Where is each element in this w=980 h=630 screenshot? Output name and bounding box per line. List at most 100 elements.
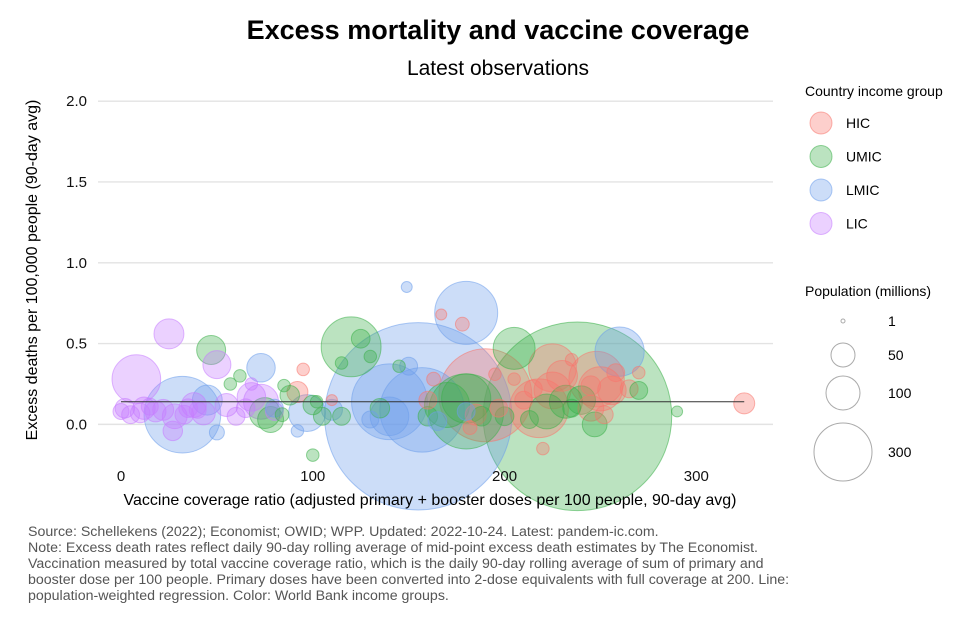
legend-swatch-lic [809,212,833,235]
data-point-hic [454,316,470,332]
x-axis-title: Vaccine coverage ratio (adjusted primary… [124,492,737,509]
data-point-umic [562,398,582,418]
data-point-umic [223,377,238,391]
data-point-hic [619,379,639,399]
data-point-hic [523,379,543,399]
data-point-hic [580,375,602,396]
data-point-umic [581,411,608,438]
legend-swatch-hic [809,111,833,135]
data-point-hic [464,403,487,426]
legend-label-lic: LIC [846,216,868,232]
data-point-lic [121,405,141,425]
x-tick-label: 0 [117,468,125,485]
data-point-lic [162,420,184,442]
data-point-lmic [399,356,419,376]
chart-caption: Source: Schellekens (2022); Economist; O… [28,524,963,604]
data-point-umic [392,359,406,373]
data-point-umic [629,381,649,400]
data-point-lic [236,382,267,412]
data-point-umic [277,378,291,393]
caption-note-line: Vaccination measured by total vaccine co… [28,556,764,572]
data-point-umic [417,406,439,427]
size-legend-circle [830,342,856,368]
data-point-lic [178,398,198,419]
size-legend-label: 1 [888,313,896,329]
color-legend: HIC UMIC LMIC LIC [809,111,882,235]
data-point-hic [597,375,627,406]
legend-swatch-lmic [809,178,833,202]
data-point-umic [196,335,227,366]
data-point-hic [325,394,338,407]
data-point-umic [441,373,492,424]
data-point-lmic [400,281,413,293]
data-point-lic [129,402,151,424]
data-point-lmic [369,396,410,437]
size-legend-label: 300 [888,444,912,460]
x-tick-label: 300 [684,468,709,485]
data-point-lmic [290,424,305,438]
data-point-lic [202,350,232,380]
data-point-umic [350,328,371,349]
chart-subtitle: Latest observations [407,57,589,80]
data-point-hic [546,359,578,392]
data-point-hic [418,390,438,410]
data-point-lic [111,354,162,404]
size-legend-label: 100 [888,385,912,401]
data-point-hic [286,381,309,404]
size-legend-circle [813,422,873,482]
color-legend-title: Country income group [805,83,943,99]
data-point-lic [112,402,130,420]
chart-title: Excess mortality and vaccine coverage [247,15,750,45]
data-point-lic [188,400,207,419]
size-legend: 1 50 100 300 [813,313,912,482]
data-point-umic [233,369,247,383]
data-point-umic [274,407,290,423]
size-legend-label: 50 [888,347,904,363]
data-point-hic [426,371,441,387]
size-legend-circle [825,375,861,411]
data-point-lic [140,397,159,416]
data-point-lmic [427,411,448,431]
data-point-lic [214,392,239,417]
data-point-umic [671,405,684,418]
y-tick-label: 0.5 [66,336,87,353]
y-tick-label: 1.5 [66,174,87,191]
data-point-umic [306,448,320,462]
data-point-lic [226,406,246,426]
x-tick-label: 200 [492,468,517,485]
caption-note-line: Note: Excess death rates reflect daily 9… [28,540,758,556]
data-point-umic [332,406,351,426]
data-point-hic [488,367,502,382]
legend-swatch-umic [809,145,833,168]
y-axis-ticks: 0.0 0.5 1.0 1.5 2.0 [66,93,87,433]
data-point-hic [507,372,521,386]
data-point-lmic [594,326,645,377]
data-point-hic [435,308,448,321]
data-point-hic [564,352,579,367]
data-points [111,280,756,512]
data-point-umic [520,410,539,429]
data-point-lmic [456,402,476,421]
y-tick-label: 1.0 [66,255,87,272]
data-point-umic [334,356,349,370]
data-point-lic [235,398,256,419]
size-legend-title: Population (millions) [805,283,931,299]
data-point-hic [296,362,310,377]
data-point-hic [462,420,478,435]
data-point-lic [244,377,259,391]
data-point-lmic [434,280,499,345]
data-point-hic [536,441,550,456]
legend-label-lmic: LMIC [846,182,879,198]
data-point-umic [471,406,492,427]
caption-source-line: Source: Schellekens (2022); Economist; O… [28,524,659,540]
data-point-umic [312,406,332,426]
data-point-umic [369,397,391,419]
data-point-umic [248,397,281,429]
data-point-lmic [208,424,225,441]
data-point-lic [153,318,185,350]
caption-note-line: population-weighted regression. Color: W… [28,588,449,604]
x-axis-ticks: 0 100 200 300 [117,468,709,485]
y-tick-label: 2.0 [66,93,87,110]
x-tick-label: 100 [300,468,325,485]
